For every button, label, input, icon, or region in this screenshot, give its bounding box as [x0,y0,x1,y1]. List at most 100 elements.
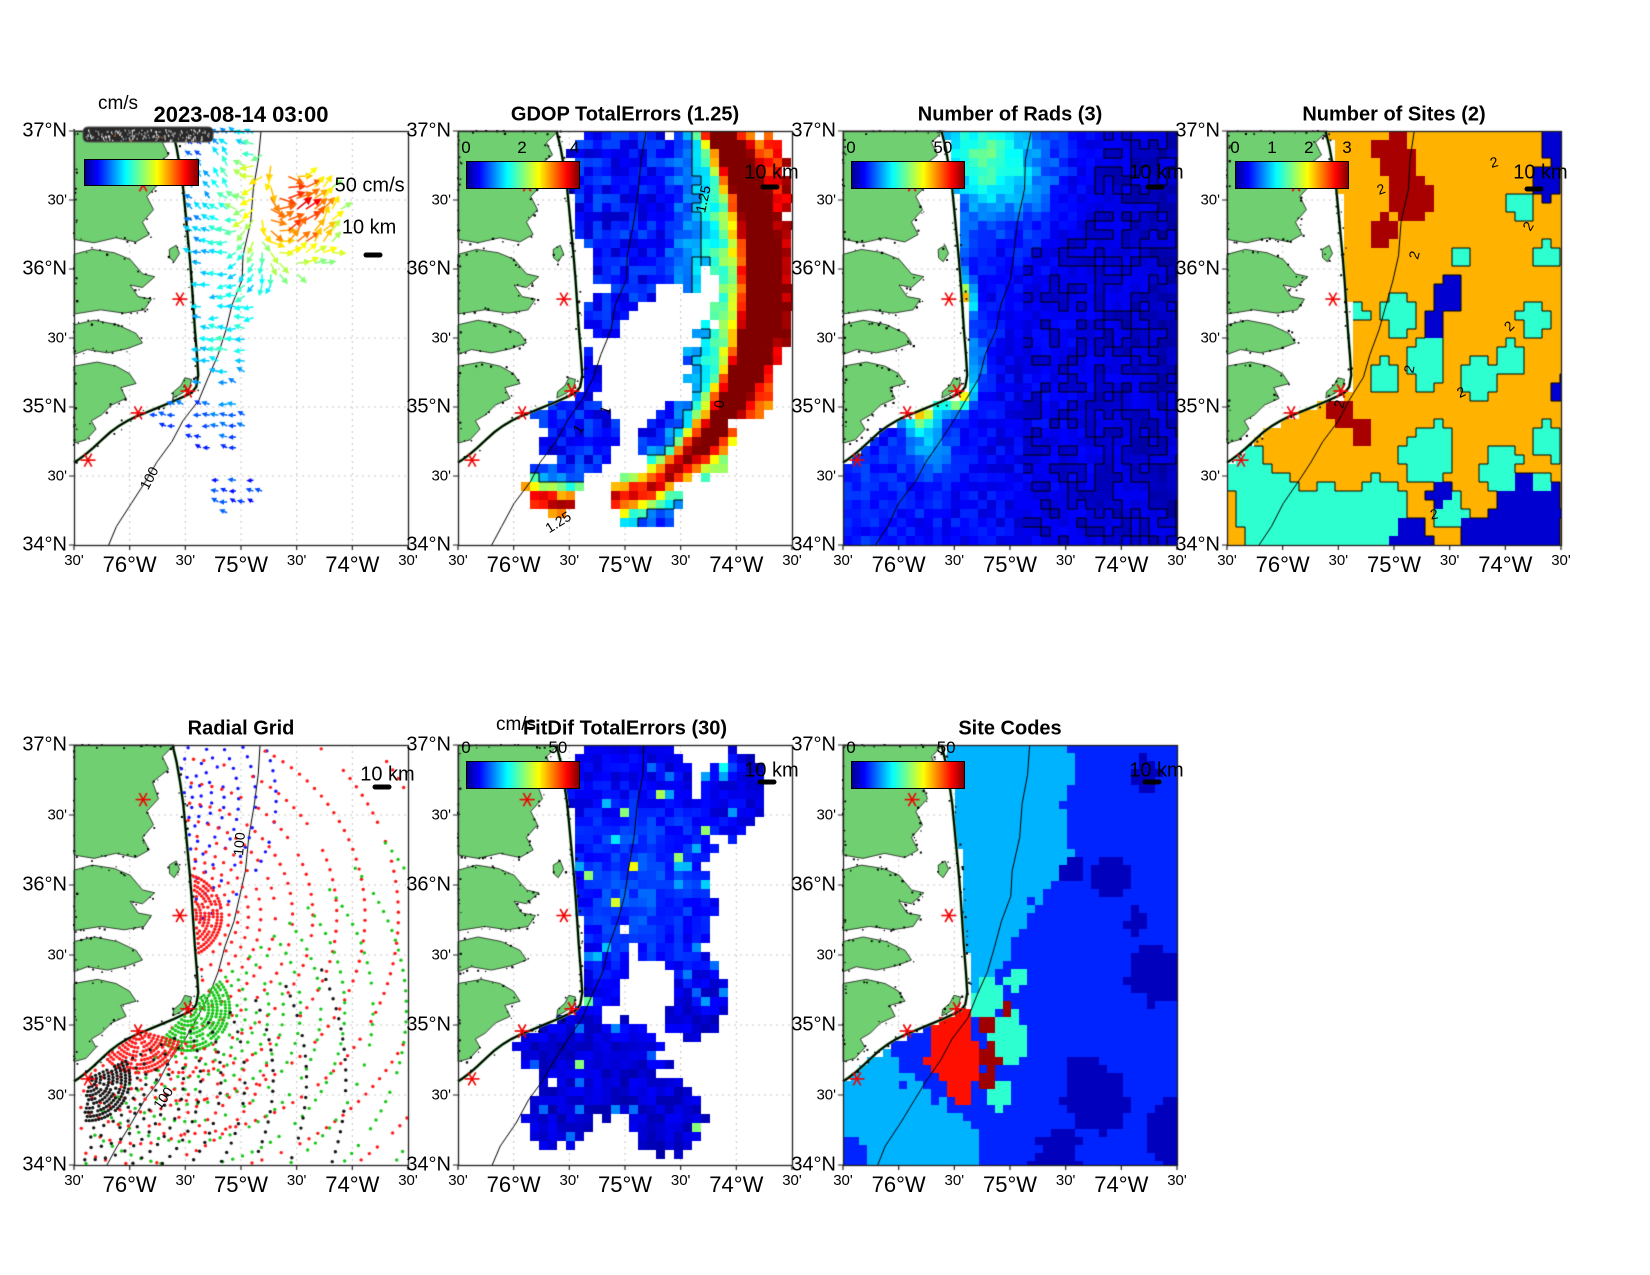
panel-number-of-sites-title: Number of Sites (2) [1302,103,1486,126]
x-tick-label: 76°W [486,552,541,577]
y-tick-label: 34°N [22,533,67,556]
x-tick-label: 76°W [102,1172,157,1197]
y-tick-label: 35°N [406,1013,451,1036]
x-tick-label: 76°W [871,552,926,577]
y-tick-label: 36°N [406,873,451,896]
x-tick-label: 30' [1167,1172,1187,1189]
x-tick-label: 30' [1055,1172,1076,1189]
x-tick-label: 30' [64,552,84,569]
panel-surface-currents-scale-bar [363,252,383,258]
x-tick-label: 30' [398,552,418,569]
panel-site-codes-title: Site Codes [958,717,1062,740]
x-tick-label: 30' [448,552,468,569]
x-tick-label: 75°W [982,1172,1038,1197]
x-tick-label: 30' [670,552,691,569]
x-tick-label: 75°W [213,552,269,577]
y-tick-label: 36°N [22,257,67,280]
y-tick-label: 30' [431,467,451,485]
panel-gdop-total-errors-title: GDOP TotalErrors (1.25) [510,103,740,126]
x-tick-label: 30' [1167,552,1187,569]
panel-fitdif-total-errors-scale-text: 10 km [744,759,799,782]
x-tick-label: 76°W [486,1172,541,1197]
x-tick-label: 30' [1217,552,1237,569]
panel-site-codes-scale-bar [1142,779,1162,785]
x-tick-label: 30' [1328,552,1349,569]
y-tick-label: 30' [816,946,836,964]
x-tick-label: 74°W [325,552,380,577]
x-tick-label: 76°W [1255,552,1310,577]
panel-radial-grid-contour-label: 100 [149,1083,176,1112]
x-tick-label: 75°W [597,552,653,577]
x-tick-label: 30' [175,552,196,569]
y-tick-label: 30' [431,946,451,964]
y-tick-label: 30' [47,329,67,347]
y-tick-label: 37°N [406,119,451,142]
y-tick-label: 30' [47,1086,67,1104]
x-tick-label: 30' [782,1172,802,1189]
panel-fitdif-total-errors-colorbar [466,761,580,789]
panel-site-codes-colorbar [851,761,965,789]
x-tick-label: 30' [559,1172,580,1189]
panel-number-of-sites-colorbar-tick: 0 [1230,138,1240,157]
panel-number-of-sites-contour-label: 2 [1330,398,1348,411]
y-tick-label: 30' [1200,191,1220,209]
x-tick-label: 30' [559,552,580,569]
panel-number-of-sites-contour-label: 2 [1428,505,1440,523]
panel-fitdif-total-errors-colorbar-tick: 50 [548,738,568,757]
y-tick-label: 37°N [22,119,67,142]
x-tick-label: 75°W [213,1172,269,1197]
x-tick-label: 74°W [709,552,764,577]
y-tick-label: 30' [431,1086,451,1104]
y-tick-label: 37°N [791,119,836,142]
panel-number-of-sites-contour-label: 2 [1453,382,1468,401]
y-tick-label: 35°N [1175,395,1220,418]
y-tick-label: 36°N [22,873,67,896]
panel-radial-grid-scale-text: 10 km [360,763,415,786]
x-tick-label: 30' [286,552,307,569]
panel-number-of-sites-contour-label: 2 [1518,218,1537,234]
y-tick-label: 30' [431,329,451,347]
y-tick-label: 34°N [22,1153,67,1176]
panel-surface-currents-contour-label: 100 [136,463,162,492]
panel-number-of-sites-contour-label: 2 [1500,317,1518,334]
panel-gdop-total-errors-contour-label: 1 [596,404,614,417]
x-tick-label: 75°W [1366,552,1422,577]
x-tick-label: 30' [833,1172,853,1189]
x-tick-label: 75°W [597,1172,653,1197]
x-tick-label: 30' [1551,552,1571,569]
panel-fitdif-total-errors-scale-bar [757,779,777,785]
x-tick-label: 74°W [1094,1172,1149,1197]
x-tick-label: 30' [944,1172,965,1189]
panel-number-of-sites-colorbar-tick: 1 [1267,138,1277,157]
panel-surface-currents-colorbar [84,159,199,186]
panel-surface-currents-units-label: cm/s [97,93,139,114]
y-tick-label: 30' [47,467,67,485]
panel-fitdif-total-errors-title: FitDif TotalErrors (30) [522,717,728,740]
y-tick-label: 30' [1200,467,1220,485]
panel-gdop-total-errors-colorbar-tick: 4 [569,138,580,157]
y-tick-label: 30' [431,806,451,824]
y-tick-label: 35°N [406,395,451,418]
x-tick-label: 30' [398,1172,418,1189]
panel-gdop-total-errors-contour-label: 1.25 [692,184,715,215]
x-tick-label: 30' [448,1172,468,1189]
x-tick-label: 30' [64,1172,84,1189]
y-tick-label: 36°N [1175,257,1220,280]
panel-gdop-total-errors-scale-text: 10 km [744,161,799,184]
y-tick-label: 37°N [22,733,67,756]
y-tick-label: 37°N [791,733,836,756]
panel-number-of-sites-contour-label: 2 [1488,153,1501,171]
x-tick-label: 30' [944,552,965,569]
y-tick-label: 37°N [406,733,451,756]
panel-surface-currents-scale-text: 50 cm/s [334,174,405,197]
y-tick-label: 35°N [791,395,836,418]
panel-fitdif-total-errors-units-label: cm/s [495,714,537,735]
panel-number-of-sites-contour-label: 2 [1374,180,1388,198]
panel-gdop-total-errors-scale-bar [760,184,780,190]
panel-number-of-rads-colorbar-tick: 50 [933,138,953,157]
y-tick-label: 30' [47,806,67,824]
panel-gdop-total-errors-contour-label: 0 [709,399,728,410]
panel-number-of-sites-contour-label: 2 [1405,249,1423,262]
